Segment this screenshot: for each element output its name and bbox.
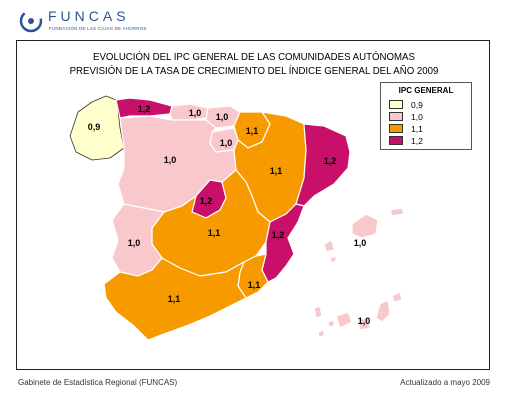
legend-label: 1,1 [411,123,423,134]
label-baleares: 1,0 [354,238,367,248]
legend-label: 1,2 [411,135,423,146]
region-canarias-tenerife[interactable] [335,311,353,329]
region-baleares-mallorca[interactable] [351,213,379,239]
legend-item: 0,9 [389,99,423,110]
region-baleares-ibiza[interactable] [323,239,335,253]
legend-title: IPC GENERAL [398,86,454,95]
funcas-logo: FUNCAS FUNDACIÓN DE LAS CAJAS DE AHORROS [18,6,168,36]
label-cantabria: 1,0 [189,108,202,118]
map-title: EVOLUCIÓN DEL IPC GENERAL DE LAS COMUNID… [20,50,487,78]
region-canarias-fuerteventura[interactable] [375,299,391,323]
legend: IPC GENERAL 0,9 1,0 1,1 1,2 [380,82,472,150]
footer-updated: Actualizado a mayo 2009 [400,378,490,387]
region-cantabria[interactable] [169,103,209,121]
label-murcia: 1,1 [248,280,261,290]
label-galicia: 0,9 [88,122,101,132]
region-baleares-menorca[interactable] [389,207,405,217]
label-extremadura: 1,0 [128,238,141,248]
legend-label: 1,0 [411,111,423,122]
logo-name: FUNCAS [48,8,130,24]
footer-source: Gabinete de Estadística Regional (FUNCAS… [18,378,178,387]
region-canarias-la-palma[interactable] [313,305,323,319]
label-aragon: 1,1 [270,166,283,176]
label-la-rioja: 1,0 [220,138,233,148]
legend-swatch [389,112,403,121]
label-asturias: 1,2 [138,104,151,114]
legend-item: 1,0 [389,111,423,122]
label-canarias: 1,0 [358,316,371,326]
map-frame [16,40,490,370]
label-comunidad-valenciana: 1,2 [272,230,285,240]
region-canarias-gran-canaria[interactable] [357,317,371,331]
legend-label: 0,9 [411,99,423,110]
label-castilla-y-leon: 1,0 [164,155,177,165]
label-pais-vasco: 1,0 [216,112,229,122]
region-andalucia[interactable] [103,257,247,341]
label-cataluna: 1,2 [324,156,337,166]
label-andalucia: 1,1 [168,294,181,304]
legend-item: 1,2 [389,135,423,146]
label-madrid: 1,2 [200,196,213,206]
region-cataluna[interactable] [295,123,351,207]
label-navarra: 1,1 [246,126,259,136]
title-line-2: PREVISIÓN DE LA TASA DE CRECIMIENTO DEL … [69,65,439,77]
logo-subtitle: FUNDACIÓN DE LAS CAJAS DE AHORROS [49,26,147,31]
region-canarias-lanzarote[interactable] [391,291,403,303]
title-line-1: EVOLUCIÓN DEL IPC GENERAL DE LAS COMUNID… [93,51,415,63]
region-canarias-gomera[interactable] [327,319,335,328]
legend-swatch [389,100,403,109]
region-canarias-hierro[interactable] [317,329,325,338]
region-baleares-formentera[interactable] [329,255,337,263]
label-castilla-la-mancha: 1,1 [208,228,221,238]
funcas-logo-mark-icon [19,9,43,33]
legend-item: 1,1 [389,123,423,134]
legend-swatch [389,136,403,145]
legend-swatch [389,124,403,133]
